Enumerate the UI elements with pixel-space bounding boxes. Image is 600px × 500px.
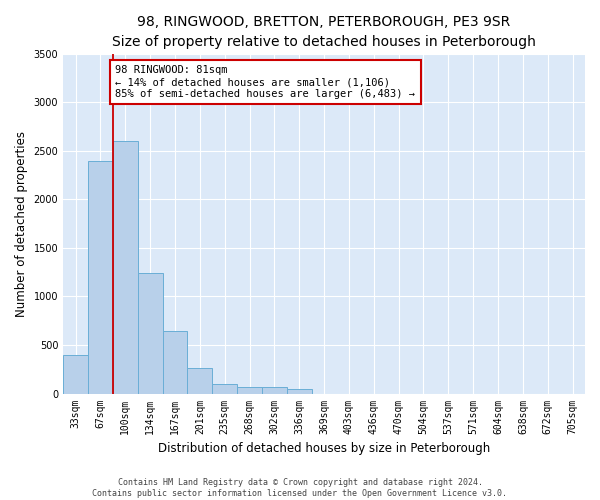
Bar: [88, 160, 113, 394]
Bar: [212, 384, 237, 394]
Bar: [237, 387, 262, 394]
Text: Contains HM Land Registry data © Crown copyright and database right 2024.
Contai: Contains HM Land Registry data © Crown c…: [92, 478, 508, 498]
Y-axis label: Number of detached properties: Number of detached properties: [15, 130, 28, 316]
Bar: [163, 332, 187, 394]
Title: 98, RINGWOOD, BRETTON, PETERBOROUGH, PE3 9SR
Size of property relative to detach: 98, RINGWOOD, BRETTON, PETERBOROUGH, PE3…: [112, 15, 536, 48]
Bar: [63, 354, 88, 394]
Bar: [113, 141, 138, 394]
Text: 98 RINGWOOD: 81sqm
← 14% of detached houses are smaller (1,106)
85% of semi-deta: 98 RINGWOOD: 81sqm ← 14% of detached hou…: [115, 66, 415, 98]
Bar: [138, 273, 163, 394]
Bar: [187, 368, 212, 394]
Bar: [262, 387, 287, 394]
Bar: [287, 389, 311, 394]
X-axis label: Distribution of detached houses by size in Peterborough: Distribution of detached houses by size …: [158, 442, 490, 455]
